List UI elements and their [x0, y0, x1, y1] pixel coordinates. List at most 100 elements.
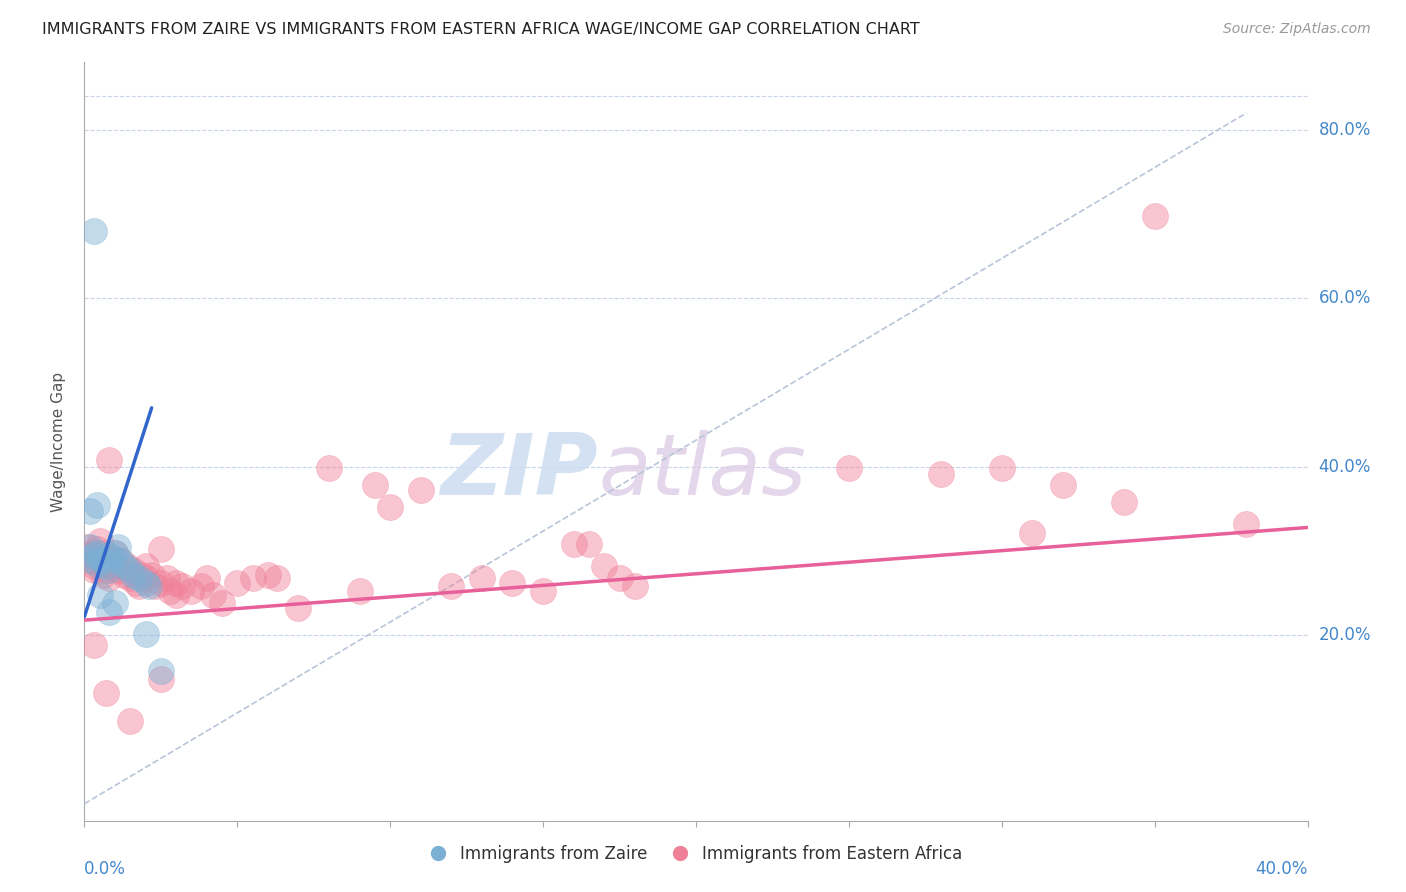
Point [107, 540, 129, 554]
Point [266, 571, 288, 585]
Point [135, 626, 157, 640]
Text: 20.0%: 20.0% [1319, 626, 1371, 644]
Point [76, 552, 98, 566]
Point [79, 546, 101, 560]
Point [94, 559, 117, 574]
Point [97, 550, 120, 565]
Point [287, 601, 309, 615]
Point [211, 596, 233, 610]
Point [578, 537, 600, 551]
Point [120, 571, 142, 585]
Point [86, 557, 108, 571]
Point [131, 567, 153, 582]
Point [110, 554, 132, 568]
Point [502, 576, 524, 591]
Point [128, 571, 150, 585]
Point [562, 537, 585, 551]
Point [149, 542, 172, 557]
Point [172, 579, 194, 593]
Y-axis label: Wage/Income Gap: Wage/Income Gap [51, 371, 66, 512]
Point [86, 546, 108, 560]
Point [165, 576, 187, 591]
Point [135, 559, 157, 574]
Point [79, 540, 101, 554]
Point [125, 576, 148, 591]
Point [165, 588, 187, 602]
Point [104, 559, 127, 574]
Point [79, 554, 101, 568]
Point [609, 571, 631, 585]
Point [115, 559, 138, 574]
Point [76, 540, 98, 554]
Point [104, 546, 127, 560]
Point [141, 567, 163, 582]
Point [86, 498, 108, 512]
Point [409, 483, 432, 498]
Point [1114, 495, 1136, 509]
Point [101, 554, 124, 568]
Point [83, 639, 105, 653]
Point [104, 546, 127, 560]
Text: IMMIGRANTS FROM ZAIRE VS IMMIGRANTS FROM EASTERN AFRICA WAGE/INCOME GAP CORRELAT: IMMIGRANTS FROM ZAIRE VS IMMIGRANTS FROM… [42, 22, 920, 37]
Point [112, 559, 135, 574]
Point [89, 554, 111, 568]
Point [159, 584, 181, 599]
Point [593, 559, 616, 574]
Legend: Immigrants from Zaire, Immigrants from Eastern Africa: Immigrants from Zaire, Immigrants from E… [423, 838, 969, 869]
Point [101, 550, 124, 565]
Point [143, 579, 166, 593]
Point [97, 548, 120, 563]
Point [624, 579, 647, 593]
Point [86, 542, 108, 557]
Point [94, 559, 117, 574]
Point [97, 563, 120, 577]
Text: 40.0%: 40.0% [1256, 860, 1308, 878]
Point [180, 584, 202, 599]
Point [195, 571, 218, 585]
Point [94, 685, 117, 699]
Point [110, 554, 132, 568]
Point [83, 548, 105, 563]
Point [149, 672, 172, 686]
Point [79, 503, 101, 517]
Point [128, 579, 150, 593]
Point [138, 579, 160, 593]
Text: 60.0%: 60.0% [1319, 289, 1371, 308]
Point [97, 453, 120, 467]
Point [91, 546, 114, 560]
Point [991, 461, 1014, 475]
Point [83, 224, 105, 238]
Point [318, 461, 340, 475]
Point [89, 533, 111, 548]
Point [242, 571, 264, 585]
Point [1236, 517, 1258, 532]
Point [91, 554, 114, 568]
Text: ZIP: ZIP [440, 430, 598, 514]
Point [1143, 209, 1166, 223]
Point [120, 714, 142, 729]
Text: 80.0%: 80.0% [1319, 120, 1371, 139]
Point [104, 596, 127, 610]
Point [471, 571, 494, 585]
Point [120, 563, 142, 577]
Point [531, 584, 554, 599]
Text: 40.0%: 40.0% [1319, 458, 1371, 475]
Point [107, 563, 129, 577]
Text: Source: ZipAtlas.com: Source: ZipAtlas.com [1223, 22, 1371, 37]
Point [1021, 525, 1043, 540]
Point [380, 500, 402, 515]
Point [89, 550, 111, 565]
Point [97, 571, 120, 585]
Point [838, 461, 860, 475]
Point [349, 584, 371, 599]
Point [190, 579, 212, 593]
Point [135, 571, 157, 585]
Point [83, 563, 105, 577]
Point [83, 559, 105, 574]
Point [122, 567, 145, 582]
Point [201, 588, 224, 602]
Point [149, 664, 172, 678]
Point [76, 548, 98, 563]
Point [257, 567, 280, 582]
Point [89, 588, 111, 602]
